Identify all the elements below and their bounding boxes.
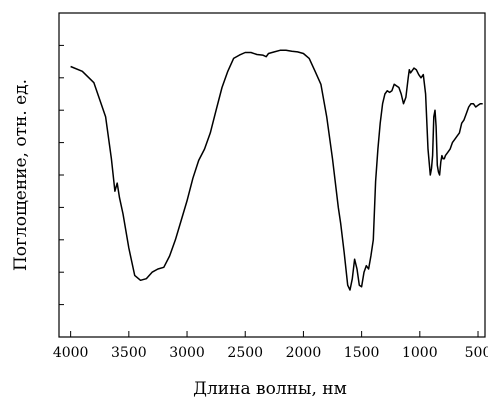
x-axis-tick-labels: 4000 3500 3000 2500 2000 1500 1000 500 xyxy=(53,345,488,361)
y-axis-ticks xyxy=(59,44,64,306)
x-tick-label: 2000 xyxy=(286,345,322,361)
x-tick-label: 3000 xyxy=(169,345,205,361)
x-axis-ticks xyxy=(70,331,479,337)
y-axis-label: Поглощение, отн. ед. xyxy=(11,79,31,271)
x-tick-label: 1000 xyxy=(402,345,438,361)
x-tick-label: 2500 xyxy=(227,345,263,361)
spectrum-line xyxy=(70,49,483,291)
plot-frame xyxy=(58,12,486,338)
x-axis-label: Длина волны, нм xyxy=(193,379,347,399)
x-tick-label: 500 xyxy=(465,345,488,361)
x-tick-label: 4000 xyxy=(53,345,89,361)
x-tick-label: 3500 xyxy=(111,345,147,361)
x-tick-label: 1500 xyxy=(344,345,380,361)
